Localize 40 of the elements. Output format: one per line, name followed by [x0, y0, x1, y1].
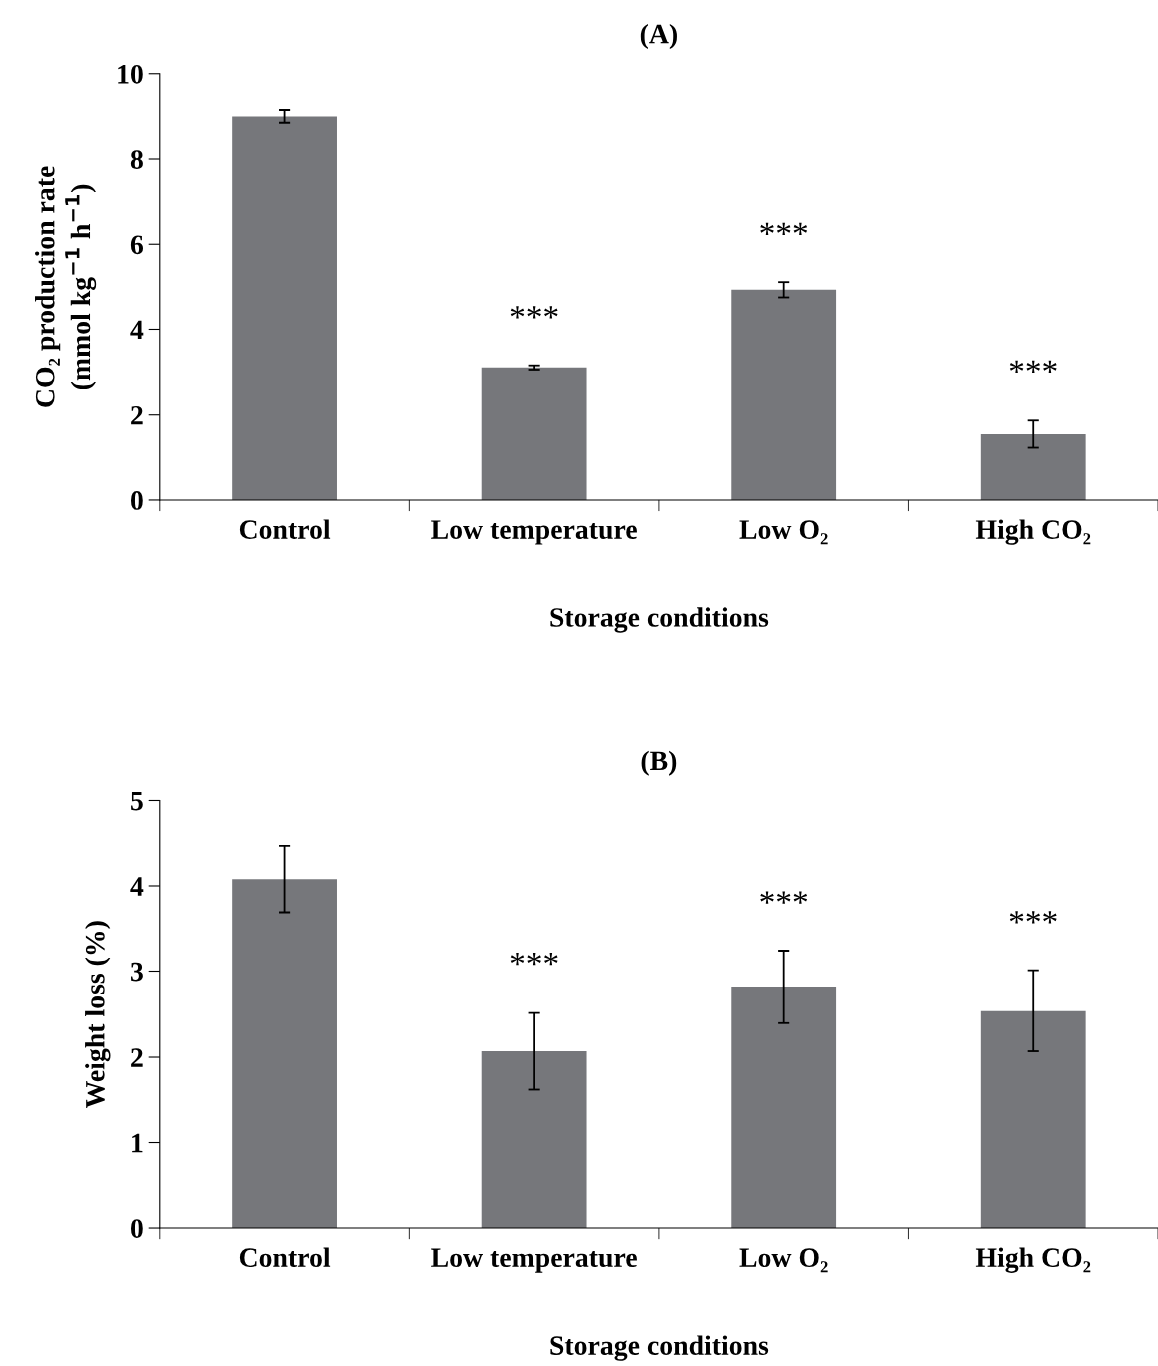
x-tick-label: High CO₂ [975, 1247, 1091, 1273]
bar [731, 289, 837, 500]
annotation: *** [1009, 360, 1057, 373]
bar [731, 986, 837, 1229]
x-tick-label: Control [239, 519, 331, 539]
y-tick-label: 4 [130, 320, 144, 340]
chart-title: (B) [641, 750, 677, 776]
x-tick-label: Low O₂ [739, 1248, 828, 1273]
annotation: *** [760, 891, 808, 904]
chart-title: (A) [640, 23, 677, 50]
x-axis-title: Storage conditions [550, 1335, 769, 1361]
x-axis-title: Storage conditions [550, 607, 769, 633]
bar [980, 1010, 1086, 1229]
x-tick-label: High CO₂ [975, 519, 1091, 545]
annotation: *** [1009, 911, 1057, 924]
y-tick-label: 0 [131, 1219, 143, 1238]
y-tick-label: 4 [130, 877, 144, 896]
bar [481, 367, 587, 500]
y-tick-label: 3 [130, 962, 143, 982]
x-tick-label: Control [239, 1247, 331, 1268]
y-tick-label: 8 [130, 150, 143, 169]
bar [232, 116, 337, 500]
y-tick-label: 0 [131, 491, 143, 510]
x-tick-label: Low temperature [431, 1248, 637, 1273]
annotation: *** [510, 306, 558, 319]
bar [232, 879, 337, 1229]
x-tick-label: Low O₂ [739, 520, 828, 545]
y-axis-title: CO₂ production rate (mmol kg$^{−1}$ h$^{−1}$) [35, 166, 97, 407]
bar [481, 1051, 587, 1229]
y-tick-label: 2 [131, 405, 143, 425]
y-tick-label: 5 [131, 791, 143, 811]
y-tick-label: 6 [130, 235, 144, 255]
annotation: *** [760, 222, 808, 235]
bar [980, 433, 1086, 500]
y-tick-label: 2 [131, 1048, 143, 1067]
annotation: *** [510, 953, 558, 966]
y-tick-label: 10 [118, 64, 143, 84]
x-tick-label: Low temperature [431, 520, 637, 545]
y-tick-label: 1 [132, 1133, 143, 1153]
y-axis-title: Weight loss (%) [85, 921, 111, 1108]
